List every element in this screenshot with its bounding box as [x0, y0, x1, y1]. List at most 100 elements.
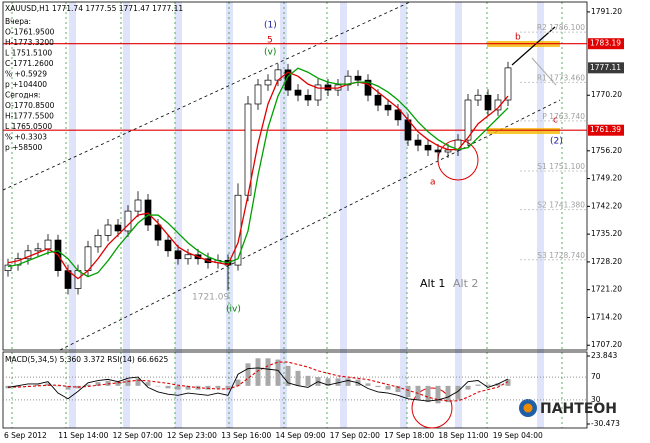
- x-tick-label: 12 Sep 07:00: [113, 431, 163, 440]
- info-line: % +0.3303: [5, 133, 47, 142]
- projection-line: [531, 57, 557, 86]
- candle-body: [174, 250, 182, 260]
- candle-body: [364, 79, 372, 96]
- y-tick-label: 1707.20: [591, 340, 622, 349]
- annotation: (2): [550, 137, 563, 147]
- y-tick-label: 1756.20: [591, 146, 622, 155]
- histogram-bar: [85, 384, 91, 386]
- histogram-bar: [445, 385, 451, 403]
- annotation: c: [553, 116, 558, 126]
- candle-body: [64, 270, 72, 289]
- histogram-bar: [225, 385, 231, 390]
- candle-body: [444, 149, 452, 153]
- histogram-bar: [135, 378, 141, 386]
- annotation: 1721.09: [192, 293, 229, 303]
- histogram-bar: [475, 384, 481, 386]
- candle-body: [294, 89, 302, 96]
- info-line: % +0.5929: [5, 70, 47, 79]
- price-tag: [588, 62, 624, 74]
- info-line: L 1765.0500: [5, 122, 52, 131]
- histogram-bar: [15, 385, 21, 388]
- histogram-bar: [165, 385, 171, 389]
- candle-body: [44, 239, 52, 250]
- histogram-bar: [55, 385, 61, 387]
- y-tick-label: 1714.20: [591, 312, 622, 321]
- candle-body: [114, 224, 122, 232]
- histogram-bar: [295, 370, 301, 386]
- session-band: [226, 2, 233, 428]
- rsi-line: [7, 367, 509, 402]
- channel-upper: [2, 1, 411, 191]
- candle-body: [284, 69, 292, 91]
- indicator-frame: [2, 351, 588, 429]
- x-tick-label: 11 Sep 14:00: [58, 431, 108, 440]
- candle-body: [504, 67, 512, 101]
- histogram-bar: [155, 385, 161, 387]
- session-band: [400, 2, 407, 428]
- pivot-label: P 1763.740: [542, 112, 585, 121]
- histogram-bar: [125, 379, 131, 386]
- info-line: H-1777.5500: [5, 112, 54, 121]
- session-band: [340, 2, 347, 428]
- price-tag-label: 1783.19: [590, 39, 621, 48]
- x-tick-label: 19 Sep 04:00: [493, 431, 543, 440]
- annotation: (v): [264, 48, 276, 58]
- candle-body: [24, 250, 32, 260]
- histogram-bar: [485, 384, 491, 386]
- chart-title: XAUUSD,H1 1771.74 1777.55 1771.47 1777.1…: [5, 4, 183, 13]
- projection-line: [511, 26, 556, 66]
- y-tick-label: 30: [591, 395, 601, 404]
- histogram-bar: [95, 382, 101, 386]
- candle-body: [34, 248, 42, 252]
- candle-body: [484, 94, 492, 111]
- y-tick-label: 1791.20: [591, 7, 622, 16]
- y-tick-label: 1742.20: [591, 201, 622, 210]
- histogram-bar: [465, 385, 471, 390]
- info-line: Сегодня:: [5, 91, 41, 100]
- highlight-circle: [411, 387, 453, 429]
- candle-body: [124, 210, 132, 232]
- histogram-bar: [335, 378, 341, 386]
- y-tick-label: 70: [591, 372, 601, 381]
- signal-line: [8, 361, 509, 402]
- annotation: Alt 1: [420, 277, 445, 290]
- pivot-label: R1 1773.460: [537, 73, 585, 82]
- x-tick-label: 14 Sep 09:00: [276, 431, 326, 440]
- histogram-bar: [275, 359, 281, 386]
- candle-body: [304, 94, 312, 101]
- candle-body: [344, 75, 352, 86]
- histogram-bar: [305, 375, 311, 386]
- candle-body: [254, 84, 262, 105]
- y-tick-label: 1770.20: [591, 90, 622, 99]
- candle-body: [134, 199, 142, 212]
- histogram-bar: [345, 378, 351, 386]
- y-tick-label: -30.473: [591, 419, 620, 428]
- candle-body: [74, 270, 82, 289]
- candle-body: [464, 99, 472, 141]
- candle-body: [4, 264, 12, 271]
- logo-text: ПАНТЕОН: [540, 401, 617, 417]
- histogram-bar: [425, 385, 431, 403]
- candle-body: [414, 139, 422, 146]
- logo-icon: [523, 403, 533, 413]
- price-tag: [588, 38, 624, 50]
- x-tick-label: 18 Sep 11:00: [438, 431, 488, 440]
- histogram-bar: [175, 385, 181, 390]
- candle-body: [94, 234, 102, 248]
- histogram-bar: [405, 385, 411, 398]
- info-line: O-1761.9500: [5, 28, 55, 37]
- candle-body: [434, 149, 442, 153]
- y-tick-label: 1721.20: [591, 285, 622, 294]
- session-band: [280, 2, 287, 428]
- histogram-bar: [105, 380, 111, 386]
- price-tag-label: 1777.11: [590, 63, 621, 72]
- info-line: O-1770.8500: [5, 101, 55, 110]
- histogram-bar: [255, 358, 261, 386]
- histogram-bar: [265, 358, 271, 386]
- histogram-bar: [285, 365, 291, 386]
- candle-body: [184, 254, 192, 260]
- histogram-bar: [325, 378, 331, 386]
- candle-body: [424, 144, 432, 151]
- x-tick-label: 17 Sep 02:00: [330, 431, 380, 440]
